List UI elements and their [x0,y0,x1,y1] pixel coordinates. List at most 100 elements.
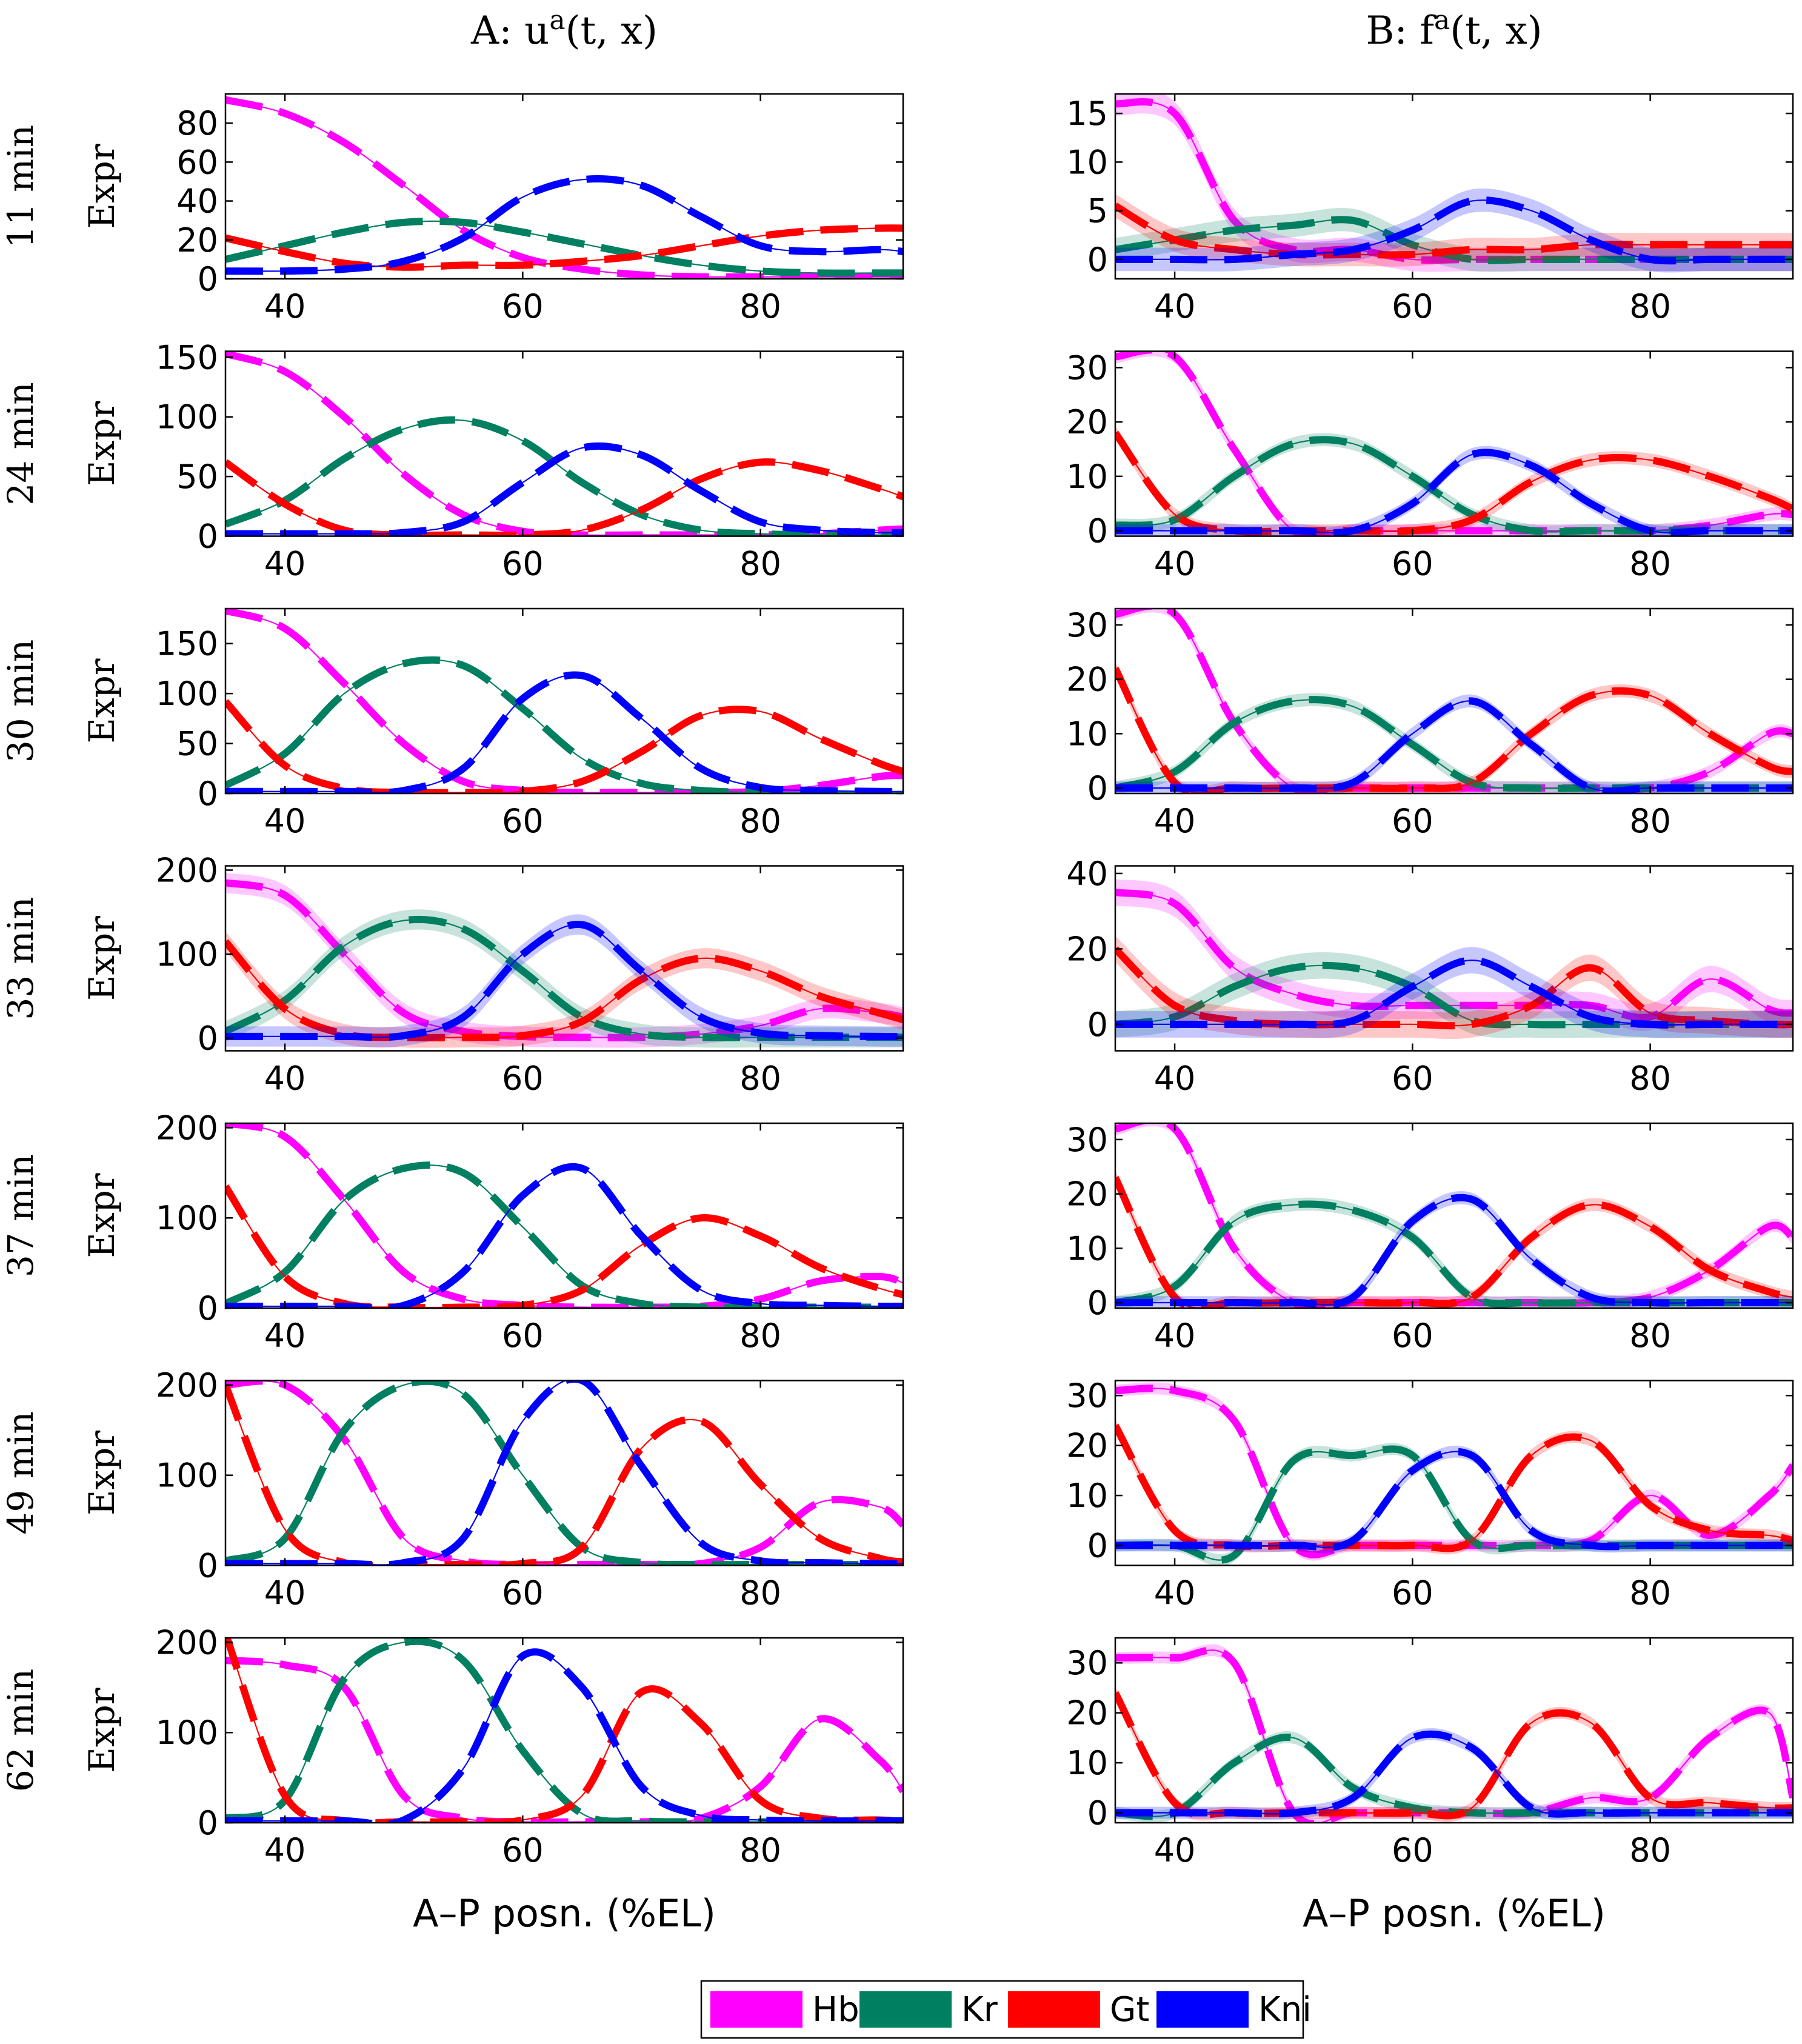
panel-a-33-min-hb-band [225,872,903,1048]
panel-b-24-min-frame [1114,350,1794,537]
panel-a-30-min-hb-thin-line [225,610,903,793]
panel-b-37-min-kni-band [1115,1191,1793,1308]
panel-b-11-min: 40 60 80 0 5 10 15 [1066,93,1794,326]
panel-a-49-min-kr-thin-line [225,1380,903,1566]
panel-b-24-min-ytick-label-0: 0 [1087,512,1108,550]
panel-b-62-min-ytick-label-10: 10 [1066,1744,1108,1782]
panel-b-62-min-ytick-label-0: 0 [1087,1794,1108,1832]
panel-b-33-min: 40 60 80 0 20 40 [1066,855,1794,1098]
panel-a-11-min-hb-line [225,96,903,279]
panel-a-33-min-xtick-label-80: 80 [739,1060,781,1098]
legend: Hb Kr Gt Kni [700,1980,1312,2039]
panel-b-49-min-xtick-label-40: 40 [1154,1574,1196,1612]
panel-a-62-min-ytick-label-100: 100 [156,1714,218,1752]
panel-b-24-min-kni-line [1115,449,1793,536]
panel-b-49-min-xtick-label-60: 60 [1392,1574,1433,1612]
panel-b-24-min-hb-band [1115,351,1793,536]
panel-b-37-min-ytick-label-10: 10 [1066,1229,1108,1267]
xlabel-b: A–P posn. (%EL) [1303,1891,1606,1935]
panel-b-30-min-series [1115,609,1793,793]
column-titles: A: ua(t, x) B: fa(t, x) [470,5,1543,53]
legend-swatch-hb [710,1991,803,2028]
panel-b-11-min-series [1115,94,1793,273]
panel-a-24-min-series [225,351,903,536]
panel-b-30-min-xtick-label-40: 40 [1154,802,1196,840]
panel-b-37-min-xtick-label-40: 40 [1154,1317,1196,1355]
row-label-49-min: 49 min [0,1411,41,1534]
panel-a-11-min-ytick-label-40: 40 [176,182,218,221]
panel-b-37-min-xtick-label-60: 60 [1392,1317,1433,1355]
panel-b-11-min-ytick-label-10: 10 [1066,143,1108,181]
panel-b-37-min-ytick-label-0: 0 [1087,1284,1108,1322]
panel-a-49-min-ytick-label-100: 100 [156,1457,218,1495]
panel-a-24-min-hb-thin-line [225,353,903,536]
panel-a-24-min-kr-line [225,416,903,536]
panel-a-62-min-xtick-label-40: 40 [264,1831,306,1869]
panel-b-11-min-ytick-label-5: 5 [1087,192,1108,230]
legend-label-hb: Hb [812,1990,859,2029]
panel-b-24-min-gt-thin-line [1115,432,1793,533]
panel-b-30-min-xtick-label-60: 60 [1392,802,1433,840]
panel-b-11-min-xtick-label-80: 80 [1629,287,1671,326]
panel-a-37-min-xtick-label-40: 40 [264,1317,306,1355]
legend-label-kni: Kni [1258,1990,1312,2029]
panel-a-62-min-xtick-label-80: 80 [739,1831,781,1869]
panel-b-37-min: 40 60 80 0 10 20 30 [1066,1121,1794,1355]
panel-a-11-min-ytick-label-0: 0 [198,260,218,298]
panel-b-49-min-ytick-label-20: 20 [1066,1427,1108,1465]
panel-b-33-min-frame [1114,865,1794,1052]
panel-a-49-min-xtick-label-60: 60 [502,1574,544,1612]
panel-a-30-min-kni-line [225,671,903,793]
panel-a-62-min: 40 60 80 0 100 200 Expr 62 min [0,1623,904,1869]
panel-b-24-min-kr-band [1115,433,1793,536]
panel-b-62-min-xtick-label-80: 80 [1629,1831,1671,1869]
panel-b-24-min-kr-line [1115,436,1793,536]
panel-a-49-min-gt-line [225,1383,903,1566]
panel-a-49-min-ytick-label-0: 0 [198,1547,218,1585]
panel-b-33-min-xtick-label-40: 40 [1154,1060,1196,1098]
panel-a-30-min-hb-line [225,609,903,793]
panel-a-11-min-xtick-label-40: 40 [264,287,306,326]
panel-a-37-min-ytick-label-200: 200 [156,1109,218,1147]
panel-a-30-min-xtick-label-40: 40 [264,802,306,840]
panel-a-37-min-ytick-label-0: 0 [198,1289,218,1328]
panel-a-49-min-xtick-label-80: 80 [739,1574,781,1612]
panel-b-37-min-series [1115,1123,1793,1308]
panel-a-24-min-ylabel: Expr [81,401,122,486]
panel-b-49-min-hb-band [1115,1382,1793,1561]
panel-b-30-min-kni-line [1115,697,1793,793]
panel-a-62-min-kr-line [225,1638,903,1823]
legend-label-kr: Kr [961,1990,998,2029]
panel-a-11-min-ytick-label-80: 80 [176,104,218,142]
panel-a-49-min-kni-line [225,1380,903,1566]
panel-b-49-min: 40 60 80 0 10 20 30 [1066,1377,1794,1612]
panel-a-62-min-hb-line [225,1657,903,1823]
panel-a-33-min-ytick-label-0: 0 [198,1020,218,1058]
panel-a-24-min: 40 60 80 0 50 100 150 Expr 24 min [0,338,904,583]
column-title-a: A: ua(t, x) [470,5,658,53]
panel-a-49-min-kr-line [225,1380,903,1566]
panel-a-37-min-gt-line [225,1184,903,1308]
panel-b-24-min: 40 60 80 0 10 20 30 [1066,349,1794,583]
panel-a-37-min-ylabel: Expr [81,1173,122,1258]
panel-b-49-min-ytick-label-30: 30 [1066,1377,1108,1415]
panel-b-49-min-kni-line [1115,1448,1793,1551]
panel-b-30-min-ytick-label-0: 0 [1087,769,1108,807]
panel-a-24-min-gt-line [225,458,903,536]
panel-a-37-min-series [225,1123,903,1308]
panel-b-11-min-kni-band [1115,188,1793,273]
panel-a-49-min-ytick-label-200: 200 [156,1366,218,1404]
panel-a-11-min-frame [224,93,904,280]
panel-b-49-min-frame [1114,1380,1794,1566]
panel-a-30-min-series [225,609,903,793]
panel-a-24-min-kr-thin-line [225,419,903,536]
panel-b-49-min-series [1115,1382,1793,1566]
panel-a-11-min-ytick-label-60: 60 [176,143,218,181]
panel-b-37-min-kni-line [1115,1194,1793,1308]
panel-b-11-min-kni-line [1115,196,1793,265]
panel-a-24-min-xtick-label-40: 40 [264,545,306,583]
panel-b-30-min-gt-line [1115,666,1793,793]
panel-b-24-min-gt-band [1115,426,1793,536]
panel-b-30-min-ytick-label-10: 10 [1066,715,1108,753]
row-label-30-min: 30 min [0,640,41,763]
